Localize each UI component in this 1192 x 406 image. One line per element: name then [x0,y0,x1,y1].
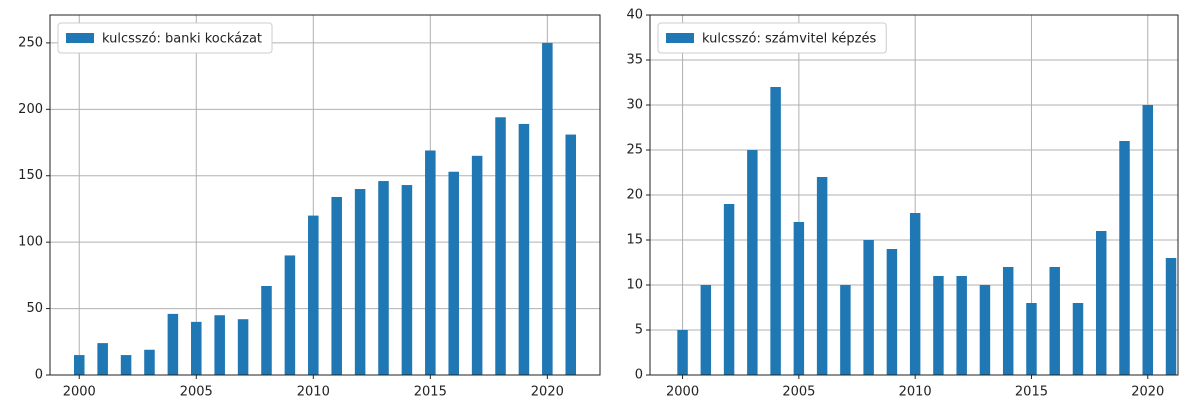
y-tick-label: 20 [626,188,643,203]
bar [956,276,967,375]
legend-box [657,22,887,54]
bar [909,213,921,375]
y-tick-label: 10 [626,278,643,293]
bar [1026,303,1037,375]
bar [933,276,944,375]
bar [284,255,296,375]
bar [331,196,342,375]
bar [1142,105,1153,375]
bar [448,171,459,375]
y-tick-label: 50 [26,301,43,316]
x-tick-label: 2000 [63,385,96,400]
bar [214,315,225,375]
bar [73,355,85,375]
x-tick-label: 2000 [666,385,699,400]
bar [425,150,436,375]
y-tick-label: 150 [18,168,43,183]
x-tick-label: 2020 [531,385,564,400]
bar [167,313,179,375]
bar [354,189,366,375]
bar [700,285,712,375]
y-tick-label: 200 [18,102,43,117]
bar [237,319,249,375]
bar [191,321,202,375]
bar [770,87,781,375]
y-tick-label: 15 [626,233,643,248]
x-tick-label: 2015 [1015,385,1048,400]
y-tick-label: 30 [626,98,643,113]
bar [1165,258,1177,375]
y-tick-label: 5 [635,323,643,338]
x-tick-label: 2015 [414,385,447,400]
bar [542,42,553,376]
bar [565,134,577,375]
bar [378,181,389,375]
bar [471,155,483,375]
bar [723,204,735,375]
bar [1072,303,1084,375]
y-tick-label: 25 [626,143,643,158]
legend-label: kulcsszó: számvitel képzés [702,32,876,47]
y-tick-label: 0 [635,368,643,383]
plot-frame [49,14,601,376]
y-tick-label: 100 [18,235,43,250]
x-tick-label: 2005 [180,385,213,400]
bar [401,185,413,375]
y-tick-label: 250 [18,35,43,50]
bar [979,285,991,375]
y-tick-label: 40 [626,8,643,23]
bar [144,349,155,375]
bar [747,150,758,375]
bar [840,285,851,375]
bar [1119,141,1130,375]
y-tick-label: 35 [626,53,643,68]
y-tick-label: 0 [35,368,43,383]
legend-swatch [666,33,694,43]
bar [886,249,898,375]
x-tick-label: 2010 [297,385,330,400]
bar [308,215,319,375]
bar [816,177,828,375]
legend-box [57,22,273,54]
bar [793,222,805,375]
bar [1049,267,1060,375]
bar [495,117,506,375]
legend-swatch [66,33,94,43]
bar [120,355,132,375]
x-tick-label: 2010 [899,385,932,400]
bar [518,123,530,375]
bar [1002,267,1014,375]
bar [97,343,108,375]
plot-frame [649,14,1179,376]
bar [1096,231,1107,375]
x-tick-label: 2020 [1131,385,1164,400]
legend-label: kulcsszó: banki kockázat [102,32,262,47]
bar [261,285,272,375]
x-tick-label: 2005 [782,385,815,400]
bar [677,330,688,375]
bar [863,240,874,375]
